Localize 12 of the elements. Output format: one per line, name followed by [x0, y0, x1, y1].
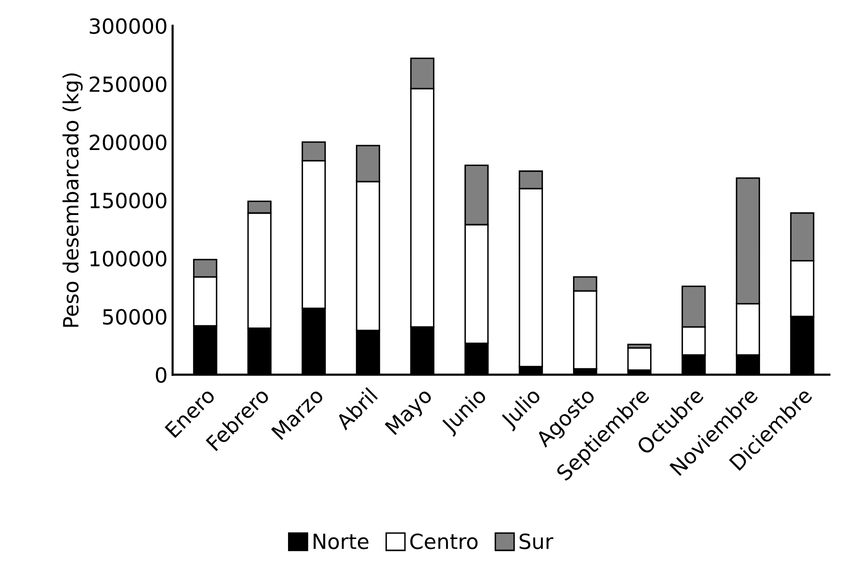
y-tick-label: 50000 — [103, 308, 166, 325]
y-tick-label: 250000 — [90, 76, 166, 92]
y-tick-label: 300000 — [90, 18, 166, 34]
bar — [627, 347, 652, 371]
y-axis-title: Peso desembarcado (kg) — [62, 73, 83, 327]
y-tick-label: 150000 — [90, 192, 166, 208]
legend-label: Sur — [520, 533, 554, 550]
y-tick-label: 200000 — [90, 134, 166, 150]
legend-label: Norte — [314, 534, 368, 550]
y-tick-label: 100000 — [90, 250, 166, 267]
y-tick-label: 0 — [156, 367, 166, 383]
legend-label: Centro — [410, 533, 478, 550]
